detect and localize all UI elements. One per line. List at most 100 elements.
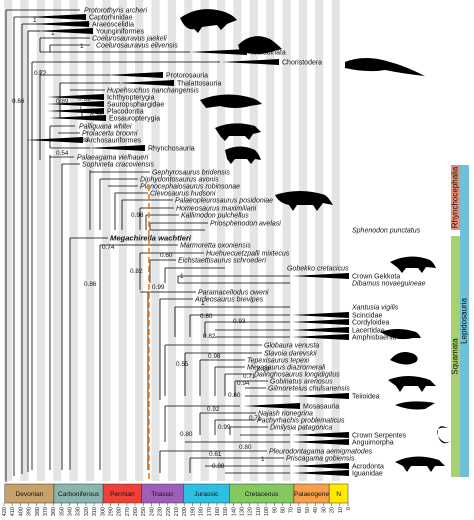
taxon-label: Crown Gekkota [352,274,400,281]
clade-wedge [29,14,86,20]
node-support-label: 0.71 [90,113,103,120]
taxon-label: Protorothyris archeri [84,8,147,15]
side-bar-label: Squamata [451,338,460,375]
node-support-label: 0.82 [130,268,143,275]
period-n [328,483,349,504]
node-support-label: 1 [79,106,83,113]
clade-wedge [292,439,349,445]
grey-band [184,0,193,481]
tick-label: 40 [313,507,319,513]
node-support-label: 0.71 [243,373,256,380]
taxon-label: Diphydontosaurus avonis [140,177,219,184]
geologic-time-bar: Devonian Carboniferous Permian Triassic Jura… [4,483,349,504]
tick-label: 190 [190,507,196,516]
node-support-label: 0.82 [203,333,216,340]
period-label: Permian [110,491,135,498]
grey-band [36,0,45,481]
tick-label: 20 [330,507,336,513]
taxon-label: Slavoia darevskii [264,351,317,358]
taxon-label: Kallimodon pulchellus [181,213,249,220]
clade-wedge [292,327,349,333]
node-support-label: 0.54 [56,150,69,157]
tick-label: 270 [125,507,131,516]
tick-label: 100 [264,507,270,516]
node-support-label: 0.89 [257,366,270,373]
clade-wedge [292,393,349,399]
grey-band [249,0,258,481]
node-support-label: 0.92 [207,406,220,413]
tick-label: 250 [141,507,147,516]
node-support-label: 0.89 [56,98,69,105]
taxon-label: Sphenodon punctatus [352,228,421,235]
node-support-label: 0.60 [228,392,241,399]
clade-wedge [47,101,104,107]
tick-label: 0 [346,507,352,510]
taxon-label: Crown Serpentes [352,433,407,440]
time-axis-ticks: 420 410 400 390 380 370 360 350 340 330 320 310 300 2… [2,503,352,516]
taxon-label: Iguanidae [352,471,383,478]
tick-label: 320 [84,507,90,516]
node-support-label: 0.60 [160,252,173,259]
clade-wedge [88,145,145,151]
taxon-label: Pachyrhachis problematicus [257,418,345,425]
taxon-label: Priosphenodon avelasi [210,221,281,228]
node-support-label: 1 [80,43,84,50]
period-background-bands [4,0,340,481]
taxon-label: Palaeopleurosaurus posidoniae [175,198,273,205]
taxon-label: Globaura venusta [264,343,319,350]
node-support-label: 0.88 [76,137,89,144]
grey-band [282,0,291,481]
taxon-label: Amphisbaenia [352,335,396,342]
grey-band [298,0,308,481]
tick-label: 400 [18,507,24,516]
tick-label: 220 [166,507,172,516]
grey-band [216,0,226,481]
tick-label: 340 [68,507,74,516]
node-support-label: 0.99 [152,284,165,291]
animal-silhouettes [180,9,452,472]
grey-band [102,0,111,481]
tick-label: 420 [2,507,8,516]
tuatara-silhouette [275,191,333,211]
side-bar-rhynchocephalia [451,165,460,230]
tick-label: 200 [182,507,188,516]
tick-label: 50 [305,507,311,513]
tick-label: 360 [51,507,57,516]
node-support-label: 0.61 [209,451,222,458]
taxon-label: Eosauropterygia [109,116,160,123]
marine-reptile-silhouette [200,94,262,108]
grey-band [20,0,29,481]
side-bar-squamata [451,236,460,477]
node-support-label: 0.94 [237,380,250,387]
clade-wedge [292,463,349,469]
taxon-label: Anguimorpha [352,440,394,447]
node-support-label: 0.80 [239,444,252,451]
period-label: Cretaceous [245,491,279,498]
taxon-label: Xantusia vigilis [351,305,399,312]
tick-label: 410 [10,507,16,516]
clade-wedge [292,432,349,438]
taxon-label: Lacertidae [352,328,385,335]
clade-wedge [190,49,247,55]
taxon-label: Dinilysia patagonica [270,425,332,432]
tick-label: 10 [338,507,344,513]
tick-label: 260 [133,507,139,516]
grey-band [233,0,242,481]
period-label: Devonian [15,491,43,498]
node-support-label: 0.71 [249,415,262,422]
node-support-values: 1110.720.9910.710.890.660.880.540.980.74… [12,17,270,470]
grey-band [69,0,78,481]
grey-band [200,0,209,481]
tick-label: 300 [100,507,106,516]
taxon-label: Clevosaurus hudsoni [150,191,216,198]
taxon-label: Placodontia [107,109,144,116]
side-bar-label: Lepidosauria [460,298,469,344]
taxon-label: Planocephalosaurus robinsonae [140,184,240,191]
tick-label: 370 [43,507,49,516]
taxon-label: Gobekko cretacicus [287,266,349,273]
tick-label: 350 [59,507,65,516]
clade-wedge [36,28,93,34]
side-bar-lepidosauria [460,165,469,477]
taxon-label: Gephyrosaurus bridensis [152,170,230,177]
